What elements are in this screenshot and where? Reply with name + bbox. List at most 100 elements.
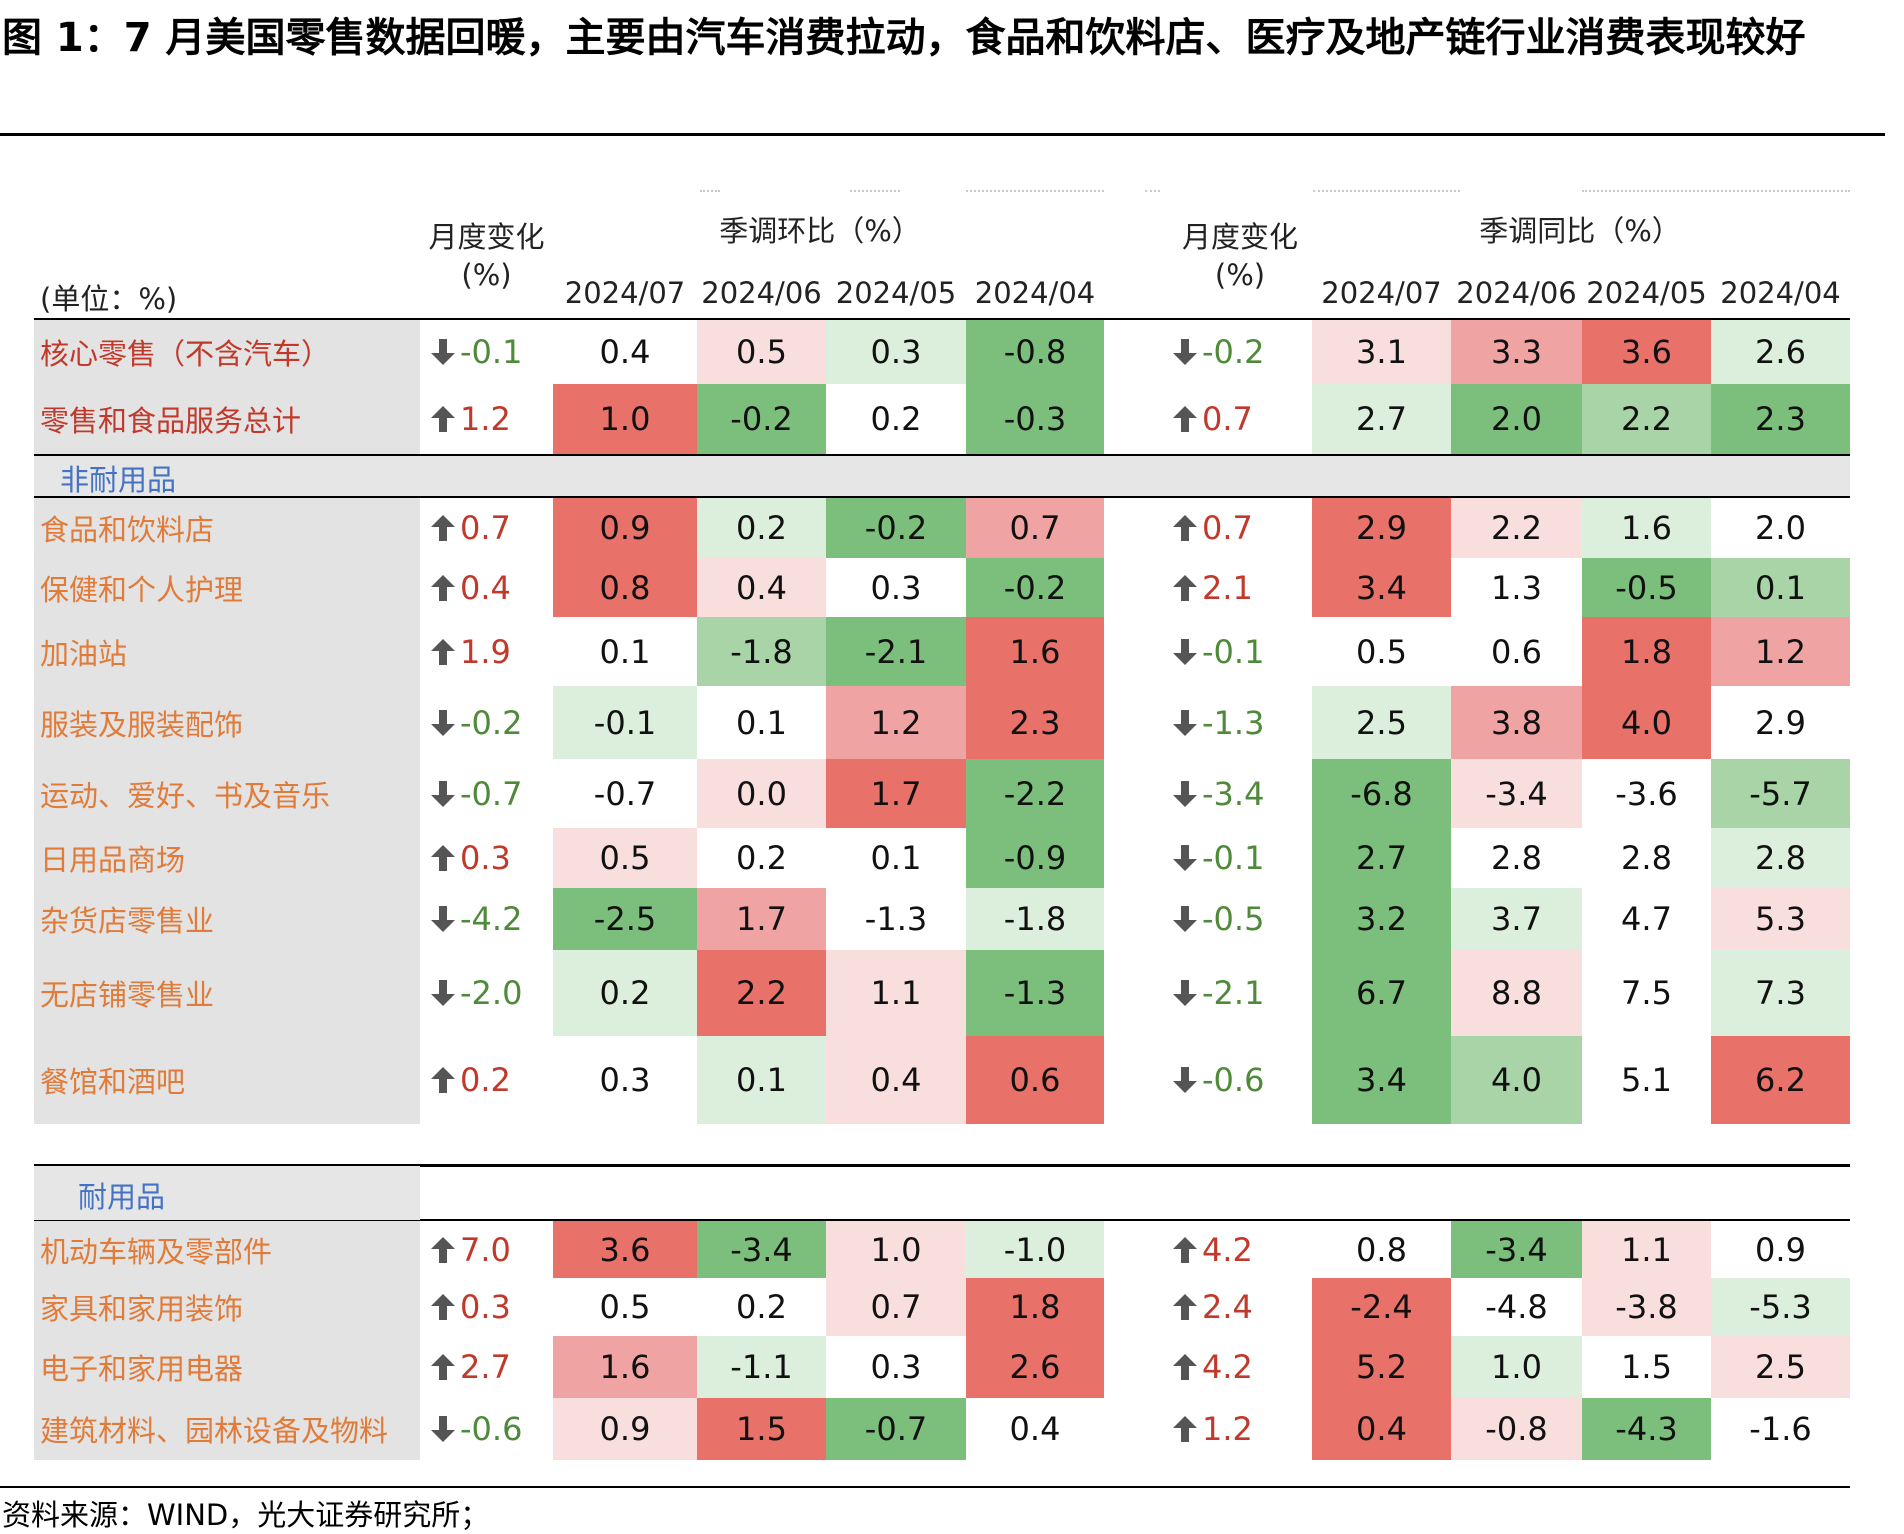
yoy-cell: -1.6	[1711, 1398, 1850, 1460]
yoy-cell: 1.3	[1451, 558, 1582, 617]
mom-cell: 0.1	[697, 686, 826, 759]
mom-change: 0.4	[430, 558, 553, 617]
mom-change-value: -4.2	[460, 900, 523, 938]
mom-cell: -0.1	[553, 686, 697, 759]
row-label: 无店铺零售业	[34, 950, 420, 1036]
yoy-cell: -5.7	[1711, 759, 1850, 828]
arrow-down-icon	[430, 978, 456, 1008]
mom-cell: 0.4	[826, 1036, 966, 1124]
yoy-cell: 3.7	[1451, 888, 1582, 950]
mom-change: 1.2	[430, 384, 553, 454]
arrow-down-icon	[430, 337, 456, 367]
mom-change: 1.9	[430, 617, 553, 686]
yoy-cell: 6.2	[1711, 1036, 1850, 1124]
row-label: 电子和家用电器	[34, 1336, 420, 1398]
mom-cell: 1.0	[826, 1221, 966, 1278]
mom-cell: 2.3	[966, 686, 1104, 759]
yoy-cell: 2.8	[1711, 828, 1850, 888]
yoy-change-value: 0.7	[1202, 400, 1253, 438]
yoy-cell: -4.8	[1451, 1278, 1582, 1336]
mom-cell: 0.9	[553, 1398, 697, 1460]
section-label: 非耐用品	[60, 463, 177, 497]
source-note: 资料来源：WIND，光大证券研究所；	[2, 1498, 490, 1532]
mom-cell: 0.6	[966, 1036, 1104, 1124]
mom-date-header: 2024/07	[564, 276, 686, 310]
arrow-down-icon	[1172, 978, 1198, 1008]
yoy-cell: 3.3	[1451, 320, 1582, 384]
yoy-change-value: 2.1	[1202, 568, 1253, 607]
yoy-cell: 7.3	[1711, 950, 1850, 1036]
yoy-change: 4.2	[1172, 1336, 1312, 1398]
yoy-change-value: 1.2	[1202, 1410, 1253, 1448]
figure-title: 图 1：7 月美国零售数据回暖，主要由汽车消费拉动，食品和饮料店、医疗及地产链行…	[2, 15, 1806, 61]
section-band	[34, 1166, 420, 1220]
mom-change-value: 0.3	[460, 839, 511, 877]
yoy-change: 0.7	[1172, 384, 1312, 454]
source-rule	[0, 1486, 1850, 1488]
yoy-cell: 0.9	[1711, 1221, 1850, 1278]
mom-change-header-line1: 月度变化	[428, 220, 545, 254]
arrow-up-icon	[430, 1065, 456, 1095]
yoy-cell: 3.6	[1582, 320, 1711, 384]
yoy-cell: 2.5	[1312, 686, 1451, 759]
yoy-change-value: -3.4	[1202, 774, 1265, 813]
mom-cell: 0.5	[553, 1278, 697, 1336]
mom-cell: -2.5	[553, 888, 697, 950]
mom-change: -0.7	[430, 759, 553, 828]
mom-cell: -3.4	[697, 1221, 826, 1278]
yoy-cell: 7.5	[1582, 950, 1711, 1036]
yoy-cell: 8.8	[1451, 950, 1582, 1036]
mom-cell: -0.7	[826, 1398, 966, 1460]
header-dotted-rule	[1145, 190, 1160, 194]
yoy-cell: 0.4	[1312, 1398, 1451, 1460]
mom-cell: 0.7	[826, 1278, 966, 1336]
yoy-cell: 3.1	[1312, 320, 1451, 384]
yoy-cell: 1.2	[1711, 617, 1850, 686]
table-rule	[34, 454, 1850, 457]
yoy-cell: 3.4	[1312, 1036, 1451, 1124]
yoy-change-value: -0.6	[1202, 1061, 1265, 1099]
mom-group-header: 季调环比（%）	[719, 214, 921, 248]
arrow-up-icon	[430, 1292, 456, 1322]
mom-cell: 0.9	[553, 498, 697, 558]
mom-cell: -2.2	[966, 759, 1104, 828]
row-label: 家具和家用装饰	[34, 1278, 420, 1336]
mom-cell: 0.3	[826, 320, 966, 384]
arrow-down-icon	[1172, 337, 1198, 367]
yoy-change: -2.1	[1172, 950, 1312, 1036]
yoy-cell: -5.3	[1711, 1278, 1850, 1336]
mom-cell: 0.5	[697, 320, 826, 384]
arrow-up-icon	[430, 843, 456, 873]
yoy-cell: 0.1	[1711, 558, 1850, 617]
row-label: 建筑材料、园林设备及物料	[34, 1398, 420, 1460]
yoy-cell: 0.6	[1451, 617, 1582, 686]
row-label: 餐馆和酒吧	[34, 1036, 420, 1124]
yoy-cell: 5.1	[1582, 1036, 1711, 1124]
table-rule	[34, 318, 1850, 320]
mom-cell: 1.6	[553, 1336, 697, 1398]
section-band	[824, 456, 1850, 496]
yoy-cell: -0.5	[1582, 558, 1711, 617]
mom-cell: 2.2	[697, 950, 826, 1036]
arrow-up-icon	[430, 404, 456, 434]
yoy-change: 2.4	[1172, 1278, 1312, 1336]
mom-cell: 1.6	[966, 617, 1104, 686]
mom-cell: 0.2	[826, 384, 966, 454]
mom-change-value: 2.7	[460, 1348, 511, 1386]
yoy-cell: 4.7	[1582, 888, 1711, 950]
mom-change-value: 0.3	[460, 1288, 511, 1326]
mom-change: 0.2	[430, 1036, 553, 1124]
mom-cell: 0.1	[826, 828, 966, 888]
yoy-cell: 2.0	[1451, 384, 1582, 454]
yoy-cell: 0.8	[1312, 1221, 1451, 1278]
mom-change: 2.7	[430, 1336, 553, 1398]
arrow-down-icon	[430, 904, 456, 934]
table-rule	[34, 1219, 1850, 1221]
yoy-cell: 3.2	[1312, 888, 1451, 950]
mom-date-header: 2024/06	[701, 276, 822, 310]
mom-change: -4.2	[430, 888, 553, 950]
mom-cell: -1.1	[697, 1336, 826, 1398]
mom-cell: 0.3	[553, 1036, 697, 1124]
row-label: 杂货店零售业	[34, 888, 420, 950]
